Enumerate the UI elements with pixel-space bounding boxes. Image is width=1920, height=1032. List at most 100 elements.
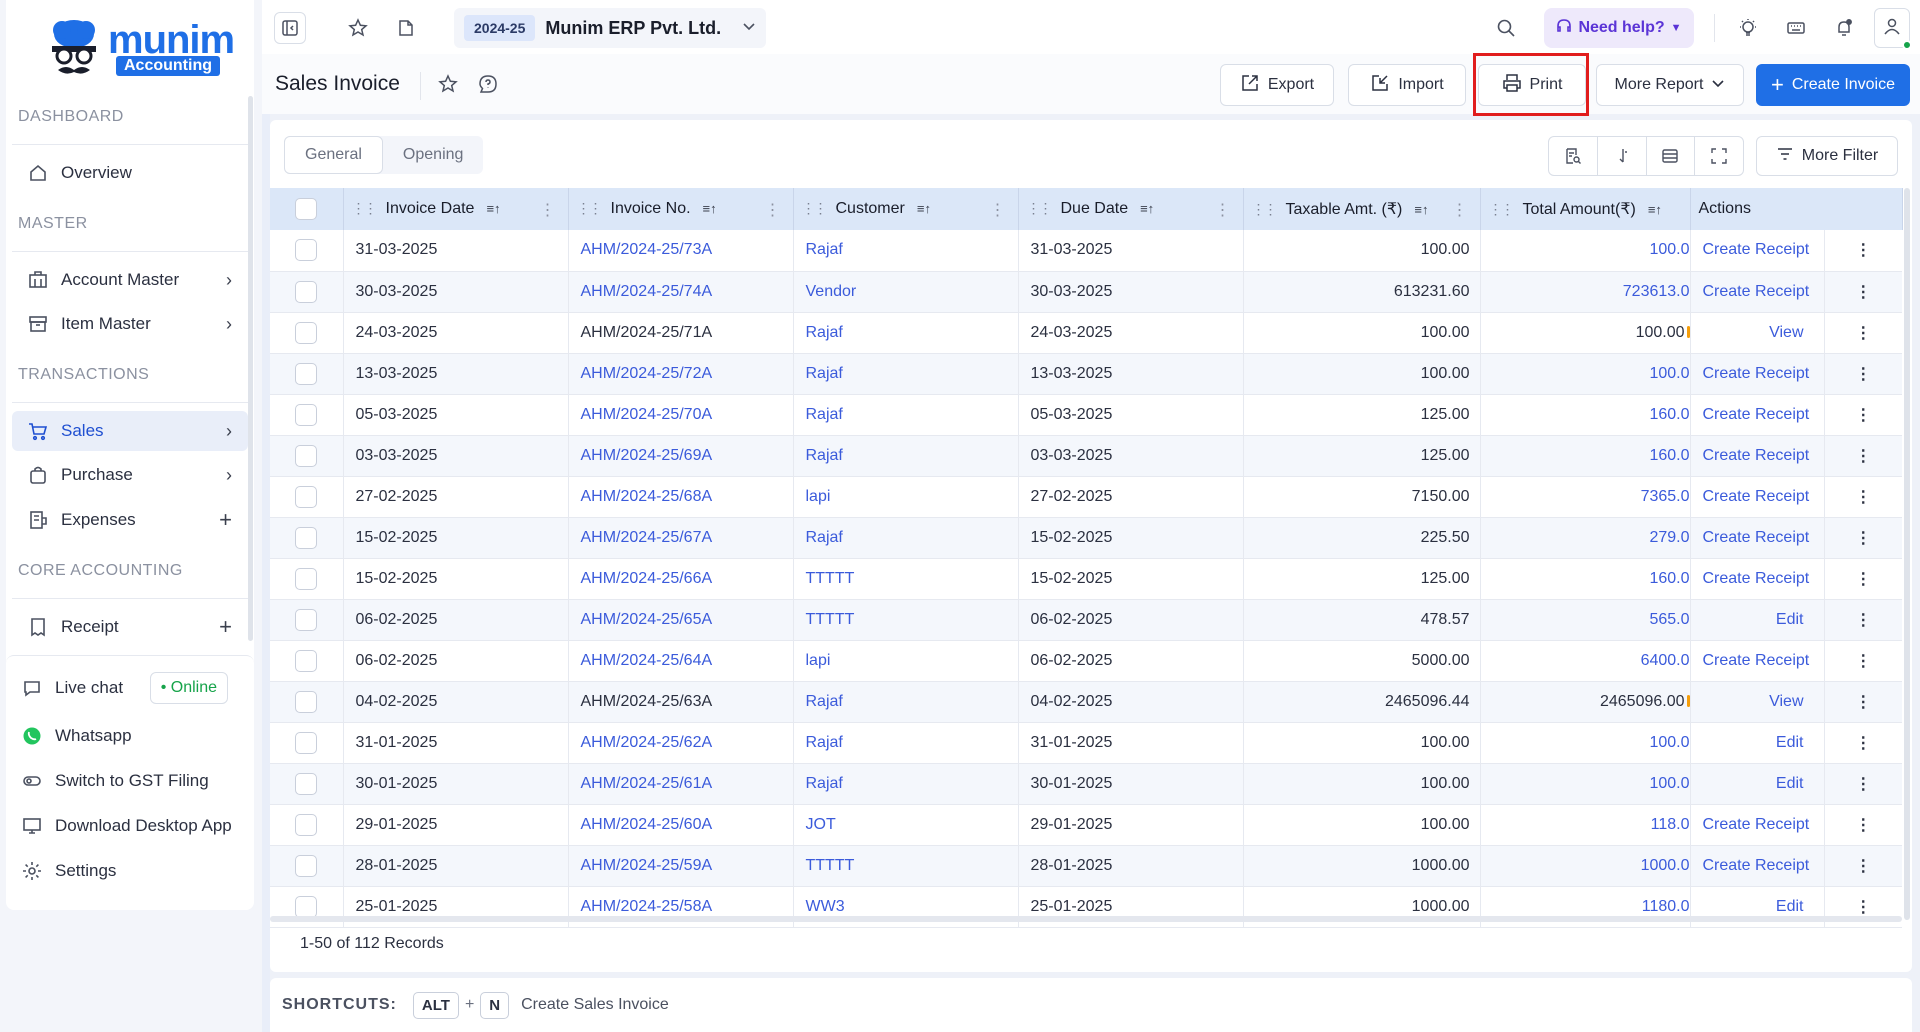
invoice-no-cell[interactable]: AHM/2024-25/65A: [568, 599, 794, 640]
total-amount-cell[interactable]: 160.0: [1480, 558, 1691, 599]
bulb-icon[interactable]: [1732, 12, 1764, 44]
row-menu-icon[interactable]: ⋮: [1855, 242, 1872, 260]
customer-cell[interactable]: Rajaf: [793, 763, 1019, 804]
column-invoice-date[interactable]: ⋮⋮ Invoice Date ≡↑ ⋮: [343, 188, 569, 230]
row-checkbox[interactable]: [295, 444, 318, 467]
row-checkbox[interactable]: [295, 731, 318, 754]
brand-logo[interactable]: munim Accounting: [46, 16, 236, 82]
table-row[interactable]: 28-01-2025 AHM/2024-25/59A TTTTT 28-01-2025…: [270, 845, 1902, 886]
column-menu-icon[interactable]: ⋮: [1214, 202, 1231, 219]
customer-cell[interactable]: Rajaf: [793, 435, 1019, 476]
invoice-no-cell[interactable]: AHM/2024-25/74A: [568, 271, 794, 312]
sidebar-item-purchase[interactable]: Purchase ›: [12, 455, 248, 495]
plus-icon[interactable]: +: [219, 614, 232, 639]
row-action-link[interactable]: Create Receipt: [1690, 517, 1825, 558]
invoice-no-cell[interactable]: AHM/2024-25/59A: [568, 845, 794, 886]
row-action-link[interactable]: Create Receipt: [1690, 845, 1825, 886]
row-menu-icon[interactable]: ⋮: [1855, 857, 1872, 875]
row-action-link[interactable]: Create Receipt: [1690, 230, 1825, 271]
row-action-link[interactable]: Create Receipt: [1690, 394, 1825, 435]
row-checkbox[interactable]: [295, 813, 318, 836]
table-row[interactable]: 06-02-2025 AHM/2024-25/65A TTTTT 06-02-2025…: [270, 599, 1902, 640]
column-menu-icon[interactable]: ⋮: [764, 202, 781, 219]
collapse-sidebar-icon[interactable]: [274, 12, 306, 44]
document-icon[interactable]: [390, 12, 422, 44]
customer-cell[interactable]: Rajaf: [793, 681, 1019, 722]
search-document-icon[interactable]: [1549, 137, 1598, 175]
row-action-link[interactable]: Create Receipt: [1690, 271, 1825, 312]
total-amount-cell[interactable]: 100.0: [1480, 722, 1691, 763]
table-row[interactable]: 04-02-2025 AHM/2024-25/63A Rajaf 04-02-2025…: [270, 681, 1902, 722]
row-menu-icon[interactable]: ⋮: [1855, 447, 1872, 465]
customer-cell[interactable]: Vendor: [793, 271, 1019, 312]
table-row[interactable]: 31-03-2025 AHM/2024-25/73A Rajaf 31-03-2025…: [270, 230, 1902, 271]
total-amount-cell[interactable]: 160.0: [1480, 435, 1691, 476]
user-avatar[interactable]: [1874, 8, 1912, 50]
tab-general[interactable]: General: [284, 136, 383, 174]
row-action-link[interactable]: Create Receipt: [1690, 435, 1825, 476]
row-checkbox[interactable]: [295, 280, 318, 303]
row-action-link[interactable]: Edit: [1690, 599, 1825, 640]
total-amount-cell[interactable]: 1000.0: [1480, 845, 1691, 886]
invoice-no-cell[interactable]: AHM/2024-25/64A: [568, 640, 794, 681]
density-icon[interactable]: [1647, 137, 1696, 175]
column-menu-icon[interactable]: ⋮: [539, 202, 556, 219]
invoice-no-cell[interactable]: AHM/2024-25/69A: [568, 435, 794, 476]
sidebar-scrollbar[interactable]: [248, 96, 253, 641]
company-selector[interactable]: 2024-25 Munim ERP Pvt. Ltd.: [454, 8, 766, 48]
row-checkbox[interactable]: [295, 567, 318, 590]
drag-handle-icon[interactable]: ⋮⋮: [801, 200, 828, 216]
column-customer[interactable]: ⋮⋮ Customer ≡↑ ⋮: [793, 188, 1019, 230]
row-action-link[interactable]: Create Receipt: [1690, 353, 1825, 394]
total-amount-cell[interactable]: 565.0: [1480, 599, 1691, 640]
need-help-button[interactable]: Need help? ▼: [1544, 8, 1694, 48]
table-vertical-scrollbar[interactable]: [1904, 188, 1910, 920]
fullscreen-icon[interactable]: [1695, 137, 1743, 175]
customer-cell[interactable]: Rajaf: [793, 394, 1019, 435]
row-checkbox[interactable]: [295, 895, 318, 918]
row-checkbox[interactable]: [295, 526, 318, 549]
invoice-no-cell[interactable]: AHM/2024-25/62A: [568, 722, 794, 763]
total-amount-cell[interactable]: 723613.0: [1480, 271, 1691, 312]
total-amount-cell[interactable]: 160.0: [1480, 394, 1691, 435]
sidebar-item-account-master[interactable]: Account Master ›: [12, 260, 248, 300]
sidebar-item-overview[interactable]: Overview: [12, 153, 248, 193]
sort-icon[interactable]: ≡↑: [486, 201, 501, 216]
table-row[interactable]: 30-03-2025 AHM/2024-25/74A Vendor 30-03-202…: [270, 271, 1902, 312]
sort-icon[interactable]: ≡↑: [702, 201, 717, 216]
total-amount-cell[interactable]: 118.0: [1480, 804, 1691, 845]
total-amount-cell[interactable]: 100.0: [1480, 353, 1691, 394]
total-amount-cell[interactable]: 279.0: [1480, 517, 1691, 558]
table-row[interactable]: 06-02-2025 AHM/2024-25/64A lapi 06-02-2025 5…: [270, 640, 1902, 681]
row-checkbox[interactable]: [295, 239, 318, 262]
sidebar-item-whatsapp[interactable]: Whatsapp: [6, 716, 242, 756]
sort-icon[interactable]: ≡↑: [1647, 202, 1662, 217]
table-row[interactable]: 24-03-2025 AHM/2024-25/71A Rajaf 24-03-2025…: [270, 312, 1902, 353]
invoice-no-cell[interactable]: AHM/2024-25/72A: [568, 353, 794, 394]
notification-icon[interactable]: [1828, 12, 1860, 44]
row-action-link[interactable]: Create Receipt: [1690, 558, 1825, 599]
table-row[interactable]: 15-02-2025 AHM/2024-25/67A Rajaf 15-02-2025…: [270, 517, 1902, 558]
row-action-link[interactable]: Edit: [1690, 722, 1825, 763]
row-checkbox[interactable]: [295, 403, 318, 426]
total-amount-cell[interactable]: 7365.0: [1480, 476, 1691, 517]
customer-cell[interactable]: JOT: [793, 804, 1019, 845]
sort-icon[interactable]: [1598, 137, 1647, 175]
print-button[interactable]: Print: [1478, 64, 1586, 106]
table-row[interactable]: 13-03-2025 AHM/2024-25/72A Rajaf 13-03-2025…: [270, 353, 1902, 394]
customer-cell[interactable]: TTTTT: [793, 558, 1019, 599]
drag-handle-icon[interactable]: ⋮⋮: [576, 200, 603, 216]
table-row[interactable]: 29-01-2025 AHM/2024-25/60A JOT 29-01-2025 10…: [270, 804, 1902, 845]
invoice-no-cell[interactable]: AHM/2024-25/68A: [568, 476, 794, 517]
tab-opening[interactable]: Opening: [402, 146, 464, 163]
star-icon[interactable]: [342, 12, 374, 44]
row-checkbox[interactable]: [295, 854, 318, 877]
row-menu-icon[interactable]: ⋮: [1855, 611, 1872, 629]
help-bubble-icon[interactable]: [476, 72, 500, 96]
sidebar-item-download-app[interactable]: Download Desktop App: [6, 806, 242, 846]
row-menu-icon[interactable]: ⋮: [1855, 365, 1872, 383]
invoice-no-cell[interactable]: AHM/2024-25/66A: [568, 558, 794, 599]
table-horizontal-scrollbar[interactable]: [270, 916, 1902, 922]
more-report-dropdown[interactable]: More Report: [1596, 64, 1744, 106]
row-checkbox[interactable]: [295, 772, 318, 795]
